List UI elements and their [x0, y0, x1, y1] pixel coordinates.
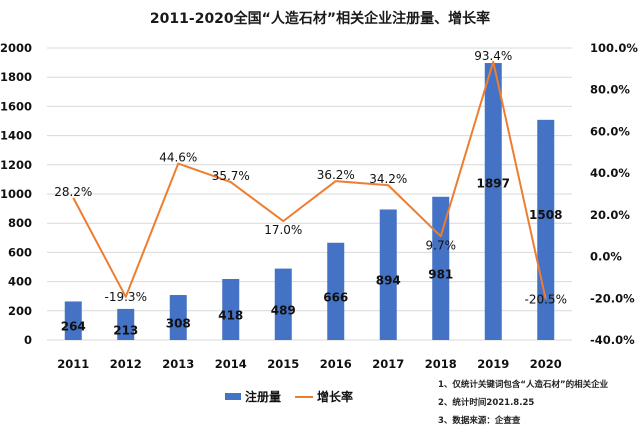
left-y-axis: 0 200 400 600 800 1000 1200 1400 1600 1800 2000: [0, 41, 32, 347]
left-y-tick: 2000: [0, 41, 32, 55]
right-y-tick: 40.0%: [590, 166, 630, 180]
line-value-label: 34.2%: [369, 172, 407, 186]
bar-series-registrations: [64, 63, 555, 341]
line-value-label: 93.4%: [474, 49, 512, 63]
right-y-tick: -20.0%: [590, 291, 635, 305]
left-y-tick: 800: [8, 216, 32, 230]
right-y-tick: 100.0%: [590, 41, 638, 55]
x-tick-label: 2020: [530, 357, 562, 371]
right-y-tick: -40.0%: [590, 333, 635, 347]
bar: [117, 308, 135, 340]
left-y-tick: 0: [24, 333, 32, 347]
footnote-1: 1、仅统计关键词包含“人造石材”的相关企业: [438, 380, 609, 390]
line-series-growth-rate: [72, 60, 547, 300]
left-y-tick: 1000: [0, 187, 32, 201]
bar-value-label: 894: [376, 274, 401, 288]
x-tick-label: 2018: [425, 357, 457, 371]
bar: [169, 295, 187, 340]
x-tick-label: 2011: [57, 357, 89, 371]
right-y-tick: 60.0%: [590, 124, 630, 138]
line-value-label: 9.7%: [426, 238, 457, 252]
footnotes: 1、仅统计关键词包含“人造石材”的相关企业 2、统计时间2021.8.25 3、…: [438, 376, 608, 430]
left-y-tick: 1600: [0, 99, 32, 113]
x-tick-label: 2014: [215, 357, 247, 371]
line-value-label: 44.6%: [159, 151, 197, 165]
chart-title: 2011-2020全国“人造石材”相关企业注册量、增长率: [149, 11, 491, 27]
bar-data-labels: 264 213 308 418 489 666 894 981 1897 1508: [61, 177, 563, 338]
bar-value-label: 981: [428, 267, 453, 281]
footnote-2: 2、统计时间2021.8.25: [438, 398, 535, 408]
bar: [537, 119, 555, 340]
bar-value-label: 489: [271, 303, 296, 317]
bar-value-label: 666: [323, 290, 348, 304]
right-y-tick: 80.0%: [590, 83, 630, 97]
left-y-tick: 1200: [0, 158, 32, 172]
legend-bar-swatch: [225, 393, 241, 400]
bar: [484, 63, 502, 341]
legend-line-label: 增长率: [317, 390, 354, 404]
line-value-label: 36.2%: [317, 168, 355, 182]
right-y-axis: -40.0% -20.0% 0.0% 20.0% 40.0% 60.0% 80.0% 100.…: [590, 41, 638, 347]
bar: [274, 268, 292, 340]
left-y-tick: 1800: [0, 70, 32, 84]
bar: [327, 242, 345, 340]
line-value-label: 28.2%: [54, 185, 92, 199]
x-tick-label: 2016: [320, 357, 352, 371]
bar: [222, 278, 240, 340]
bar-value-label: 1897: [477, 177, 510, 191]
x-axis: 2011 2012 2013 2014 2015 2016 2017 2018 2019 2020: [57, 357, 562, 371]
bar: [379, 209, 397, 340]
left-y-tick: 1400: [0, 129, 32, 143]
left-y-tick: 400: [8, 275, 32, 289]
line-value-label: -20.5%: [525, 292, 567, 306]
x-tick-label: 2019: [477, 357, 509, 371]
bar-value-label: 264: [61, 320, 86, 334]
left-y-tick: 600: [8, 245, 32, 259]
right-y-tick: 0.0%: [590, 250, 622, 264]
bar: [64, 301, 82, 340]
x-tick-label: 2017: [372, 357, 404, 371]
legend-line-swatch: [295, 395, 314, 398]
line-value-label: 17.0%: [264, 223, 302, 237]
left-y-tick: 200: [8, 304, 32, 318]
bar-value-label: 418: [218, 308, 243, 322]
line-value-label: -19.3%: [105, 290, 147, 304]
legend: 注册量 增长率: [225, 388, 353, 405]
gridlines: [47, 47, 572, 341]
legend-bar-label: 注册量: [245, 390, 282, 404]
bar-value-label: 308: [166, 317, 191, 331]
right-y-tick: 20.0%: [590, 208, 630, 222]
footnote-3: 3、数据来源：企查查: [438, 416, 521, 426]
bar-value-label: 1508: [529, 208, 562, 222]
line-value-label: 35.7%: [212, 169, 250, 183]
x-tick-label: 2015: [267, 357, 299, 371]
bar-value-label: 213: [113, 323, 138, 337]
x-tick-label: 2012: [110, 357, 142, 371]
x-tick-label: 2013: [162, 357, 194, 371]
line-data-labels: 28.2% -19.3% 44.6% 35.7% 17.0% 36.2% 34.2% 9.7%…: [54, 49, 567, 307]
